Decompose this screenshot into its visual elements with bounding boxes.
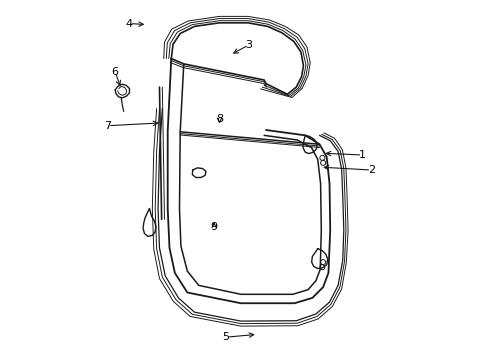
Text: 3: 3 bbox=[245, 40, 252, 50]
Text: 7: 7 bbox=[104, 121, 111, 131]
Text: 1: 1 bbox=[358, 150, 365, 160]
Text: 2: 2 bbox=[367, 165, 374, 175]
Text: 5: 5 bbox=[222, 332, 229, 342]
Text: 8: 8 bbox=[216, 113, 223, 123]
Text: 6: 6 bbox=[111, 67, 119, 77]
Text: 4: 4 bbox=[125, 18, 133, 28]
Text: 9: 9 bbox=[210, 222, 217, 232]
